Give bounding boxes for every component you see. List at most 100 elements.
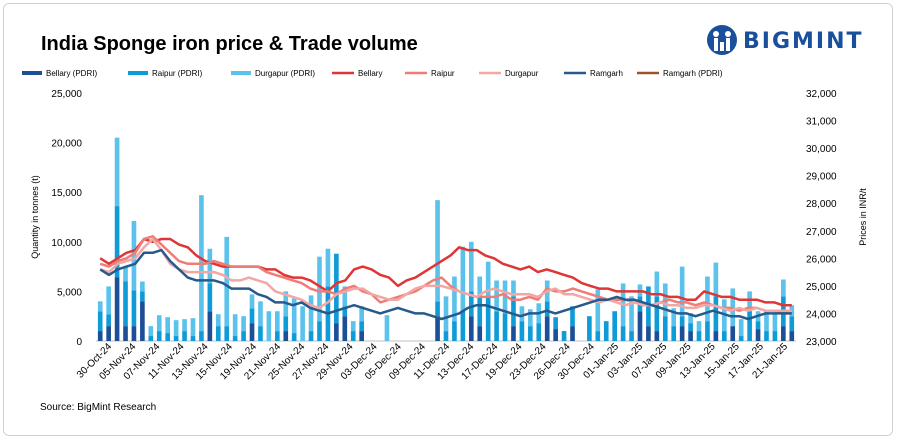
legend-label: Bellary bbox=[358, 69, 382, 78]
bar-raipur_pdri bbox=[679, 316, 685, 327]
bar-raipur_pdri bbox=[224, 326, 230, 341]
bar-raipur_pdri bbox=[629, 331, 634, 341]
bar-durgapur_pdri bbox=[460, 246, 466, 312]
bar-durgapur_pdri bbox=[688, 313, 693, 324]
bar-durgapur_pdri bbox=[258, 301, 263, 327]
legend-label: Raipur (PDRI) bbox=[152, 69, 203, 78]
y-right-tick-label: 26,000 bbox=[806, 254, 837, 265]
bar-raipur_pdri bbox=[705, 321, 710, 341]
bar-durgapur_pdri bbox=[131, 220, 137, 291]
y-right-tick-label: 24,000 bbox=[806, 309, 837, 320]
bar-raipur_pdri bbox=[688, 323, 693, 332]
bar-durgapur_pdri bbox=[106, 286, 111, 315]
bar-durgapur_pdri bbox=[747, 291, 752, 312]
bar-durgapur_pdri bbox=[232, 314, 238, 337]
bar-raipur_pdri bbox=[215, 326, 221, 341]
y-right-tick-label: 23,000 bbox=[806, 337, 837, 348]
bar-raipur_pdri bbox=[241, 331, 246, 341]
bar-raipur_pdri bbox=[452, 321, 457, 341]
bar-bellary_pdri bbox=[654, 331, 660, 341]
bar-bellary_pdri bbox=[334, 323, 339, 341]
legend-label: Ramgarh bbox=[590, 69, 623, 78]
bar-durgapur_pdri bbox=[443, 296, 449, 332]
bar-durgapur_pdri bbox=[173, 320, 179, 337]
line-durgapur bbox=[99, 237, 792, 312]
brand-name: BIGMINT bbox=[743, 29, 864, 54]
bar-raipur_pdri bbox=[772, 331, 778, 341]
bar-raipur_pdri bbox=[738, 336, 744, 341]
bar-durgapur_pdri bbox=[215, 314, 221, 327]
chart-frame bbox=[3, 3, 893, 436]
bar-durgapur_pdri bbox=[114, 137, 120, 207]
bar-raipur_pdri bbox=[232, 336, 238, 341]
bar-raipur_pdri bbox=[156, 331, 162, 341]
bar-durgapur_pdri bbox=[528, 309, 533, 327]
bar-durgapur_pdri bbox=[165, 317, 171, 334]
bar-raipur_pdri bbox=[536, 323, 542, 341]
bar-raipur_pdri bbox=[587, 316, 592, 341]
bar-durgapur_pdri bbox=[595, 289, 601, 332]
bar-raipur_pdri bbox=[519, 321, 525, 341]
bar-raipur_pdri bbox=[755, 321, 761, 330]
y-left-tick-label: 25,000 bbox=[51, 89, 82, 100]
bar-durgapur_pdri bbox=[730, 288, 736, 327]
bar-raipur_pdri bbox=[477, 296, 483, 327]
bar-durgapur_pdri bbox=[300, 306, 305, 341]
bar-bellary_pdri bbox=[730, 326, 736, 341]
source-note: Source: BigMint Research bbox=[40, 402, 157, 413]
bar-raipur_pdri bbox=[468, 291, 474, 317]
bar-raipur_pdri bbox=[249, 308, 255, 324]
bar-durgapur_pdri bbox=[148, 326, 154, 337]
y-right-tick-label: 31,000 bbox=[806, 117, 837, 128]
bar-durgapur_pdri bbox=[468, 241, 474, 292]
bar-raipur_pdri bbox=[561, 331, 567, 341]
bar-raipur_pdri bbox=[258, 326, 263, 341]
bar-durgapur_pdri bbox=[308, 295, 314, 332]
bar-raipur_pdri bbox=[140, 291, 145, 302]
bar-durgapur_pdri bbox=[140, 281, 145, 292]
bar-bellary_pdri bbox=[468, 316, 474, 341]
bar-raipur_pdri bbox=[696, 331, 702, 341]
bar-raipur_pdri bbox=[131, 290, 137, 327]
bar-durgapur_pdri bbox=[359, 306, 364, 322]
bar-raipur_pdri bbox=[620, 326, 626, 341]
bar-durgapur_pdri bbox=[713, 262, 719, 297]
bar-bellary_pdri bbox=[781, 326, 786, 341]
y-right-axis-title: Prices in INR/t bbox=[858, 188, 868, 246]
bar-bellary_pdri bbox=[97, 331, 103, 341]
bar-bellary_pdri bbox=[713, 331, 719, 341]
bar-raipur_pdri bbox=[603, 321, 609, 341]
y-right-tick-label: 27,000 bbox=[806, 227, 837, 238]
bar-raipur_pdri bbox=[308, 331, 314, 341]
bar-raipur_pdri bbox=[570, 306, 575, 327]
bar-raipur_pdri bbox=[190, 336, 196, 341]
bar-durgapur_pdri bbox=[224, 236, 230, 327]
bar-durgapur_pdri bbox=[291, 298, 297, 334]
bar-raipur_pdri bbox=[713, 296, 719, 332]
bar-durgapur_pdri bbox=[350, 321, 356, 332]
bar-raipur_pdri bbox=[502, 313, 508, 341]
line-ramgarh bbox=[99, 248, 792, 321]
bar-raipur_pdri bbox=[182, 331, 187, 341]
bar-bellary_pdri bbox=[679, 326, 685, 341]
bar-durgapur_pdri bbox=[696, 321, 702, 332]
bar-raipur_pdri bbox=[789, 316, 795, 332]
y-left-tick-label: 5,000 bbox=[57, 287, 82, 298]
y-right-tick-label: 30,000 bbox=[806, 144, 837, 155]
bar-bellary_pdri bbox=[249, 323, 255, 341]
bar-bellary_pdri bbox=[755, 329, 761, 341]
bar-durgapur_pdri bbox=[249, 294, 255, 309]
bar-raipur_pdri bbox=[544, 301, 550, 317]
legend-label: Raipur bbox=[431, 69, 455, 78]
bar-durgapur_pdri bbox=[511, 280, 516, 297]
bar-durgapur_pdri bbox=[207, 248, 213, 284]
bar-durgapur_pdri bbox=[275, 311, 280, 332]
bar-bellary_pdri bbox=[789, 331, 795, 341]
bar-bellary_pdri bbox=[359, 331, 364, 341]
bar-raipur_pdri bbox=[207, 283, 213, 312]
bar-raipur_pdri bbox=[612, 311, 617, 341]
bar-raipur_pdri bbox=[595, 331, 601, 341]
bar-raipur_pdri bbox=[485, 296, 491, 341]
brand-logo: BIGMINT bbox=[705, 22, 875, 58]
